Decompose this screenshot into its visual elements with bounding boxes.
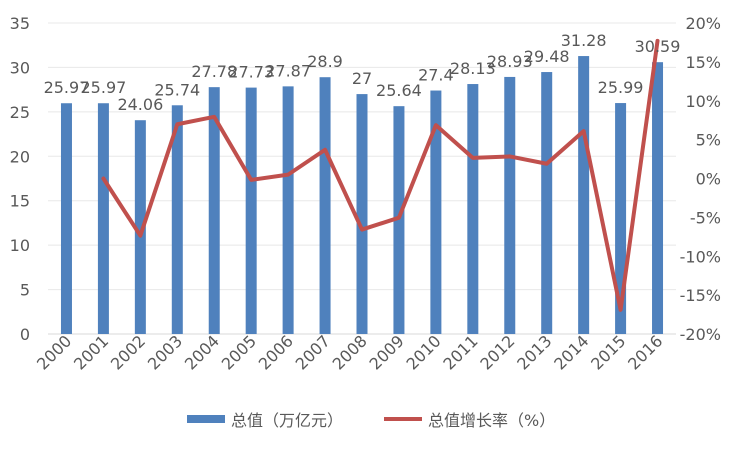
x-tick-label: 2004 (181, 331, 223, 373)
bar-data-label: 27 (352, 69, 372, 88)
x-tick-label: 2006 (255, 331, 297, 373)
y-left-tick-label: 15 (10, 192, 30, 211)
x-tick-label: 2007 (292, 331, 334, 373)
legend-swatch-total (187, 415, 225, 423)
line-point (286, 173, 290, 177)
bar (430, 90, 442, 334)
y-left-tick-label: 10 (10, 236, 30, 255)
y-right-tick-label: 5% (696, 131, 721, 150)
bar-data-label: 27.4 (418, 66, 454, 85)
bar (97, 103, 109, 334)
y-right-tick-label: -20% (680, 325, 721, 344)
bar (615, 103, 627, 334)
x-tick-label: 2011 (439, 331, 481, 373)
line-point (619, 308, 623, 312)
bar (541, 72, 553, 335)
bar-data-label: 25.97 (81, 78, 127, 97)
bar (245, 87, 257, 334)
bar-data-label: 30.59 (635, 37, 681, 56)
y-right-tick-label: 15% (685, 53, 721, 72)
x-tick-label: 2005 (218, 331, 260, 373)
bar (134, 120, 146, 334)
x-tick-label: 2008 (329, 331, 371, 373)
bar-data-label: 28.93 (487, 52, 533, 71)
x-tick-label: 2012 (476, 331, 518, 373)
line-point (471, 156, 475, 160)
y-right-tick-label: -5% (690, 208, 721, 227)
line-point (138, 234, 142, 238)
x-tick-label: 2000 (33, 331, 75, 373)
line-point (323, 148, 327, 152)
x-tick-label: 2016 (624, 331, 666, 373)
x-tick-label: 2009 (366, 331, 408, 373)
line-point (101, 177, 105, 180)
bar-data-label: 25.99 (598, 78, 644, 97)
bar (467, 84, 479, 334)
y-left-tick-label: 30 (10, 58, 30, 77)
x-tick-label: 2015 (587, 331, 629, 373)
bar-data-label: 25.97 (44, 78, 90, 97)
bar-data-label: 27.87 (265, 61, 311, 80)
y-right-tick-label: -15% (680, 286, 721, 305)
bar (60, 103, 72, 334)
y-left-tick-label: 20 (10, 147, 30, 166)
bar (578, 56, 590, 334)
y-right-tick-label: -10% (680, 247, 721, 266)
legend-label-total: 总值（万亿元） (231, 411, 343, 430)
bar-data-label: 27.78 (191, 62, 237, 81)
bar (282, 86, 294, 335)
y-left-tick-label: 35 (10, 14, 30, 33)
bar-data-label: 27.73 (228, 63, 274, 82)
line-point (434, 123, 438, 127)
y-left-tick-label: 25 (10, 103, 30, 122)
bar-data-label: 28.13 (450, 59, 496, 78)
bar-data-label: 25.64 (376, 81, 422, 100)
legend-label-growth: 总值增长率（%） (428, 411, 555, 430)
bar-data-label: 31.28 (561, 31, 607, 50)
bar (356, 94, 368, 334)
line-point (545, 162, 549, 166)
bar (504, 76, 516, 335)
x-tick-label: 2014 (550, 331, 592, 373)
y-left-tick-label: 0 (20, 325, 30, 344)
line-point (656, 39, 660, 43)
bar (171, 105, 183, 335)
x-tick-label: 2002 (107, 331, 149, 373)
line-point (582, 129, 586, 133)
line-point (508, 154, 512, 158)
x-tick-label: 2013 (513, 331, 555, 373)
bar (393, 106, 405, 334)
y-right-tick-label: 0% (696, 170, 721, 189)
line-point (397, 216, 401, 220)
y-right-tick-label: 10% (685, 92, 721, 111)
growth-rate-line (101, 38, 660, 312)
y-right-tick-label: 20% (685, 14, 721, 33)
line-point (249, 178, 253, 182)
bar-data-label: 28.9 (307, 52, 343, 71)
bar-data-label: 24.06 (117, 95, 163, 114)
x-tick-label: 2010 (402, 331, 444, 373)
line-point (175, 122, 179, 126)
bar (208, 87, 220, 335)
bar (319, 77, 331, 335)
line-point (212, 115, 216, 119)
bar-data-label: 29.48 (524, 47, 570, 66)
x-tick-label: 2003 (144, 331, 186, 373)
x-tick-label: 2001 (70, 331, 112, 373)
y-left-tick-label: 5 (20, 281, 30, 300)
bar (652, 62, 664, 334)
bar-data-label: 25.74 (154, 80, 200, 99)
line-point (360, 228, 364, 232)
